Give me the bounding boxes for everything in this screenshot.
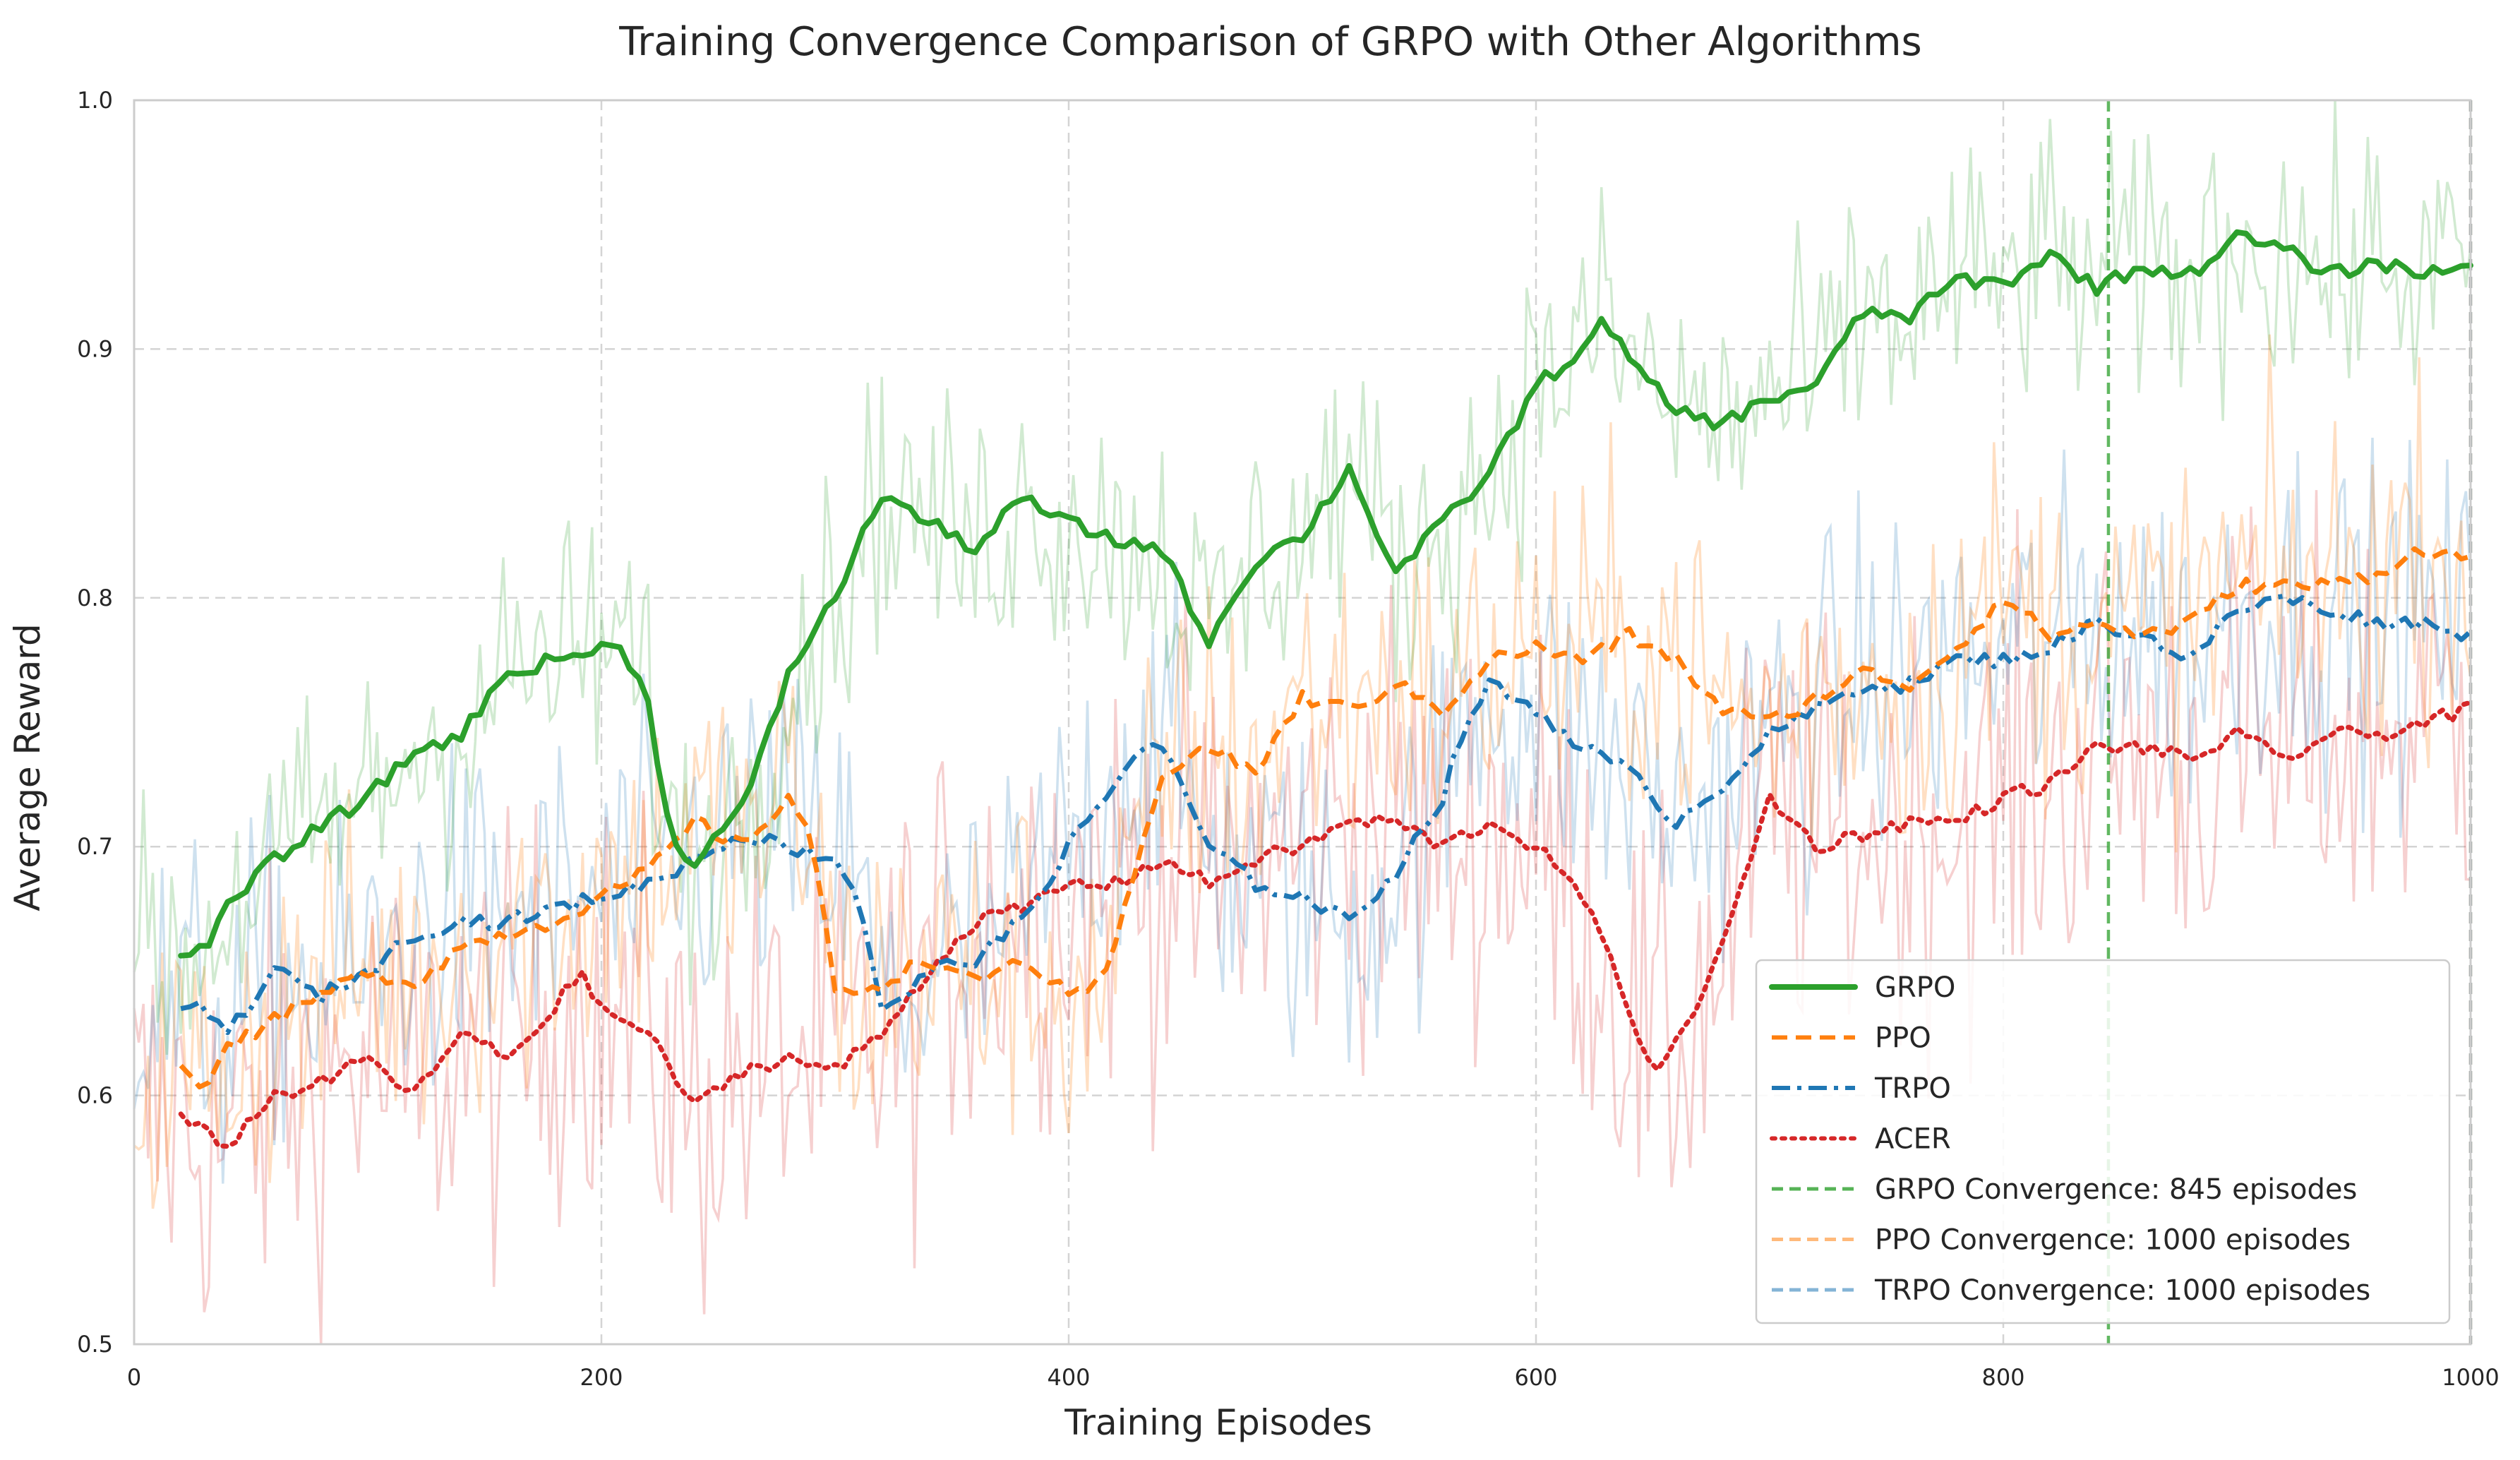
raw-trace-trpo [133, 437, 2472, 1184]
x-tick-label: 600 [1514, 1364, 1557, 1391]
grid [134, 100, 2471, 1344]
legend: GRPO PPO TRPO ACER GRPO Convergence: 845 epi… [1755, 959, 2451, 1324]
y-tick-label: 1.0 [77, 87, 113, 114]
series-line-grpo [178, 229, 2473, 959]
series-line-ppo [179, 546, 2471, 1090]
x-axis-label: Training Episodes [1064, 1402, 1372, 1443]
x-tick-label: 400 [1047, 1364, 1090, 1391]
legend-label: GRPO [1875, 971, 1955, 1004]
y-tick-label: 0.7 [77, 833, 113, 860]
y-tick-label: 0.6 [77, 1082, 113, 1109]
series-lines [178, 229, 2473, 1149]
plot-frame [133, 99, 2472, 1346]
legend-label: TRPO Convergence: 1000 episodes [1874, 1274, 2370, 1307]
y-tick-label: 0.9 [77, 335, 113, 362]
y-tick-label: 0.8 [77, 585, 113, 611]
raw-trace-acer [133, 490, 2471, 1345]
legend-label: ACER [1875, 1123, 1951, 1156]
legend-box [1755, 959, 2451, 1324]
chart-title: Training Convergence Comparison of GRPO … [618, 19, 1921, 65]
series-line-trpo [180, 593, 2473, 1036]
tick-labels: 0 200 400 600 800 1000 0.5 0.6 0.7 0.8 0.9 1.0 [77, 87, 2500, 1391]
series-line-acer [178, 700, 2473, 1149]
legend-label: PPO Convergence: 1000 episodes [1875, 1224, 2351, 1257]
x-tick-label: 200 [580, 1364, 623, 1391]
y-tick-label: 0.5 [77, 1331, 113, 1358]
legend-label: PPO [1875, 1022, 1931, 1055]
x-tick-label: 0 [127, 1364, 141, 1391]
x-tick-label: 1000 [2442, 1364, 2499, 1391]
x-tick-label: 800 [1981, 1364, 2024, 1391]
legend-label: TRPO [1874, 1072, 1951, 1105]
y-axis-label: Average Reward [7, 623, 48, 911]
legend-label: GRPO Convergence: 845 episodes [1875, 1173, 2357, 1206]
